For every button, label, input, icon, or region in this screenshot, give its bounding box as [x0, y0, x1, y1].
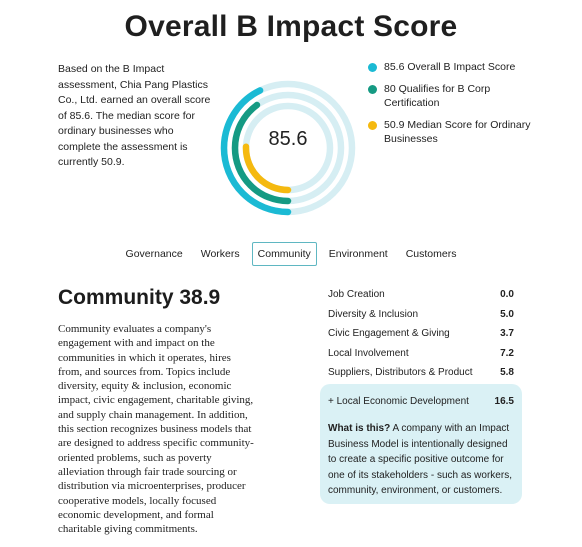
metric-value: 5.0	[500, 308, 514, 320]
legend-item-overall: 85.6 Overall B Impact Score	[368, 60, 538, 74]
impact-model-explanation: What is this? A company with an Impact B…	[328, 421, 514, 499]
ring-median-arc	[242, 102, 334, 194]
metric-row-civic-engagement: Civic Engagement & Giving 3.7	[328, 324, 514, 344]
ring-overall-arc	[220, 80, 356, 216]
section-title: Community 38.9	[58, 286, 221, 309]
score-rings-svg	[220, 80, 356, 216]
legend-label-overall: 85.6 Overall B Impact Score	[384, 61, 516, 73]
metric-label: Suppliers, Distributors & Product	[328, 367, 473, 378]
score-center-value: 85.6	[268, 128, 308, 150]
impact-model-question: What is this?	[328, 423, 391, 434]
metric-value: 7.2	[500, 347, 514, 359]
score-ring-chart: 85.6	[218, 78, 358, 218]
metric-value: 0.0	[500, 289, 514, 300]
impact-model-row[interactable]: + Local Economic Development 16.5	[328, 392, 514, 411]
metric-row-diversity-inclusion: Diversity & Inclusion 5.0	[328, 305, 514, 325]
impact-model-explanation-text: A company with an Impact Business Model …	[328, 423, 512, 496]
metric-row-suppliers: Suppliers, Distributors & Product 5.8	[328, 363, 514, 383]
category-tabs: Governance Workers Community Environment…	[0, 242, 582, 266]
metric-label: Job Creation	[328, 289, 385, 300]
metric-value: 5.8	[500, 367, 514, 378]
metrics-list: Job Creation 0.0 Diversity & Inclusion 5…	[328, 285, 514, 383]
impact-business-model-panel: + Local Economic Development 16.5 What i…	[320, 384, 522, 504]
legend-label-median: 50.9 Median Score for Ordinary Businesse…	[384, 119, 531, 145]
legend-label-certification: 80 Qualifies for B Corp Certification	[384, 83, 491, 109]
legend-item-median: 50.9 Median Score for Ordinary Businesse…	[368, 118, 538, 146]
tab-workers[interactable]: Workers	[200, 248, 240, 260]
tab-environment[interactable]: Environment	[328, 248, 388, 260]
metric-row-job-creation: Job Creation 0.0	[328, 285, 514, 305]
metric-row-local-involvement: Local Involvement 7.2	[328, 344, 514, 364]
tab-customers[interactable]: Customers	[405, 248, 457, 260]
intro-text: Based on the B Impact assessment, Chia P…	[58, 63, 211, 168]
legend-dot-median	[368, 121, 377, 130]
metric-value: 3.7	[500, 328, 514, 339]
legend-dot-overall	[368, 63, 377, 72]
legend-item-certification: 80 Qualifies for B Corp Certification	[368, 82, 538, 110]
metric-label: Civic Engagement & Giving	[328, 328, 450, 339]
ring-certification-arc	[231, 91, 345, 205]
tab-governance[interactable]: Governance	[125, 248, 183, 260]
tab-community[interactable]: Community	[251, 242, 317, 266]
metric-label: Diversity & Inclusion	[328, 308, 419, 320]
metric-label: Local Involvement	[328, 347, 409, 359]
legend-dot-certification	[368, 85, 377, 94]
impact-model-value: 16.5	[494, 396, 514, 407]
impact-model-label: + Local Economic Development	[328, 396, 469, 407]
score-legend: 85.6 Overall B Impact Score 80 Qualifies…	[368, 60, 538, 154]
page-title: Overall B Impact Score	[124, 10, 458, 43]
section-description: Community evaluates a company's engageme…	[58, 323, 254, 536]
